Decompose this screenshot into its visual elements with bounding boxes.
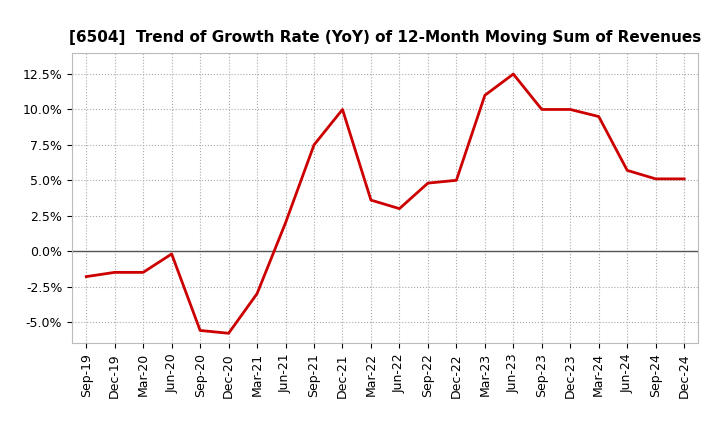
Title: [6504]  Trend of Growth Rate (YoY) of 12-Month Moving Sum of Revenues: [6504] Trend of Growth Rate (YoY) of 12-… — [69, 29, 701, 45]
